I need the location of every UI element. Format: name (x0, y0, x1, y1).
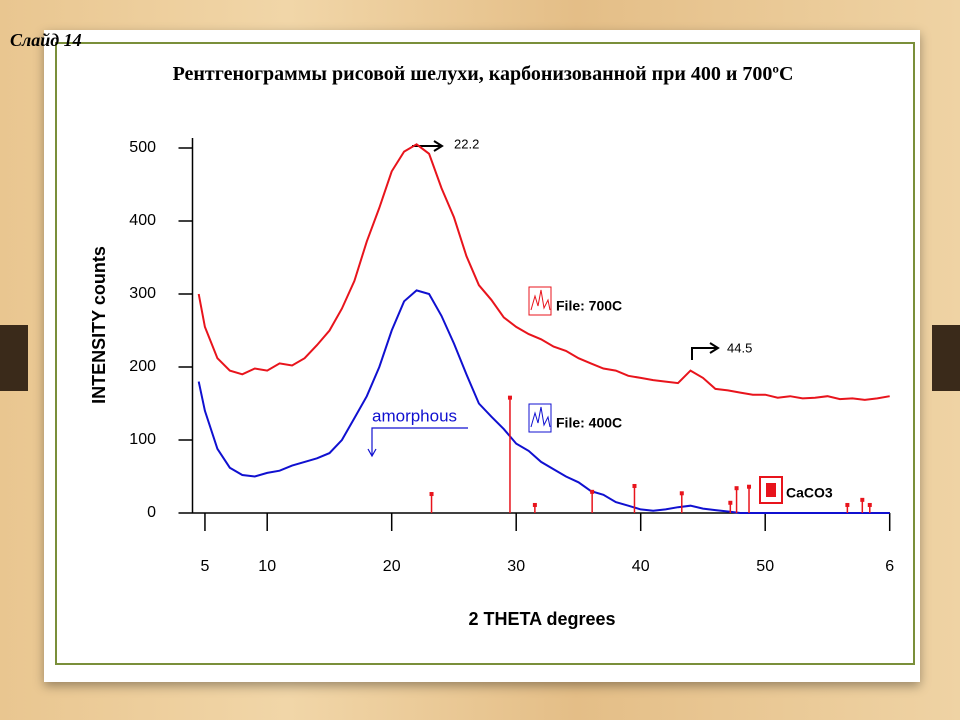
reference-peak-cap (734, 486, 739, 491)
reference-peak-cap (507, 395, 512, 400)
legend-label: File: 400C (556, 415, 622, 431)
x-tick-label: 50 (756, 558, 774, 575)
y-tick-label: 100 (129, 431, 156, 448)
reference-peak-cap (747, 484, 752, 489)
x-axis-label: 2 THETA degrees (468, 609, 615, 629)
annotation-arrow (412, 140, 444, 152)
annotation-arrow (367, 427, 468, 458)
y-tick-label: 500 (129, 139, 156, 156)
data-line (197, 289, 890, 514)
annotation: 44.5 (727, 340, 752, 355)
annotation: amorphous (372, 406, 457, 425)
binder-clip (0, 325, 28, 391)
annotation: 22.2 (454, 136, 479, 151)
legend-icon (766, 483, 776, 497)
legend-label: CaCO3 (786, 485, 833, 501)
x-tick-label: 5 (200, 558, 209, 575)
x-tick-label: 30 (507, 558, 525, 575)
reference-peak-cap (845, 502, 850, 507)
y-tick-label: 0 (147, 504, 156, 521)
y-tick-label: 400 (129, 212, 156, 229)
y-axis-label: INTENSITY counts (89, 246, 109, 404)
binder-clip (932, 325, 960, 391)
reference-peak-cap (679, 491, 684, 496)
x-tick-label: 6 (885, 558, 894, 575)
x-tick-label: 20 (383, 558, 401, 575)
reference-peak-cap (867, 502, 872, 507)
legend-icon (759, 476, 783, 504)
legend-icon (528, 286, 552, 316)
legend-label: File: 700C (556, 298, 622, 314)
reference-peak-cap (429, 492, 434, 497)
reference-peak-cap (532, 502, 537, 507)
y-tick-label: 300 (129, 285, 156, 302)
annotation-arrow (691, 342, 720, 360)
slide-label: Слайд 14 (10, 30, 82, 50)
legend-icon (528, 403, 552, 433)
legend-icon (530, 406, 551, 428)
reference-peak-cap (728, 500, 733, 505)
slide-frame (55, 42, 915, 665)
chart-background (90, 120, 893, 637)
legend-icon (530, 289, 551, 311)
x-tick-label: 40 (632, 558, 650, 575)
y-tick-label: 200 (129, 358, 156, 375)
reference-peak-cap (590, 489, 595, 494)
reference-peak-cap (860, 497, 865, 502)
reference-peak-cap (632, 483, 637, 488)
data-line (197, 143, 890, 401)
x-tick-label: 10 (258, 558, 276, 575)
slide-title: Рентгенограммы рисовой шелухи, карбонизо… (172, 63, 794, 85)
